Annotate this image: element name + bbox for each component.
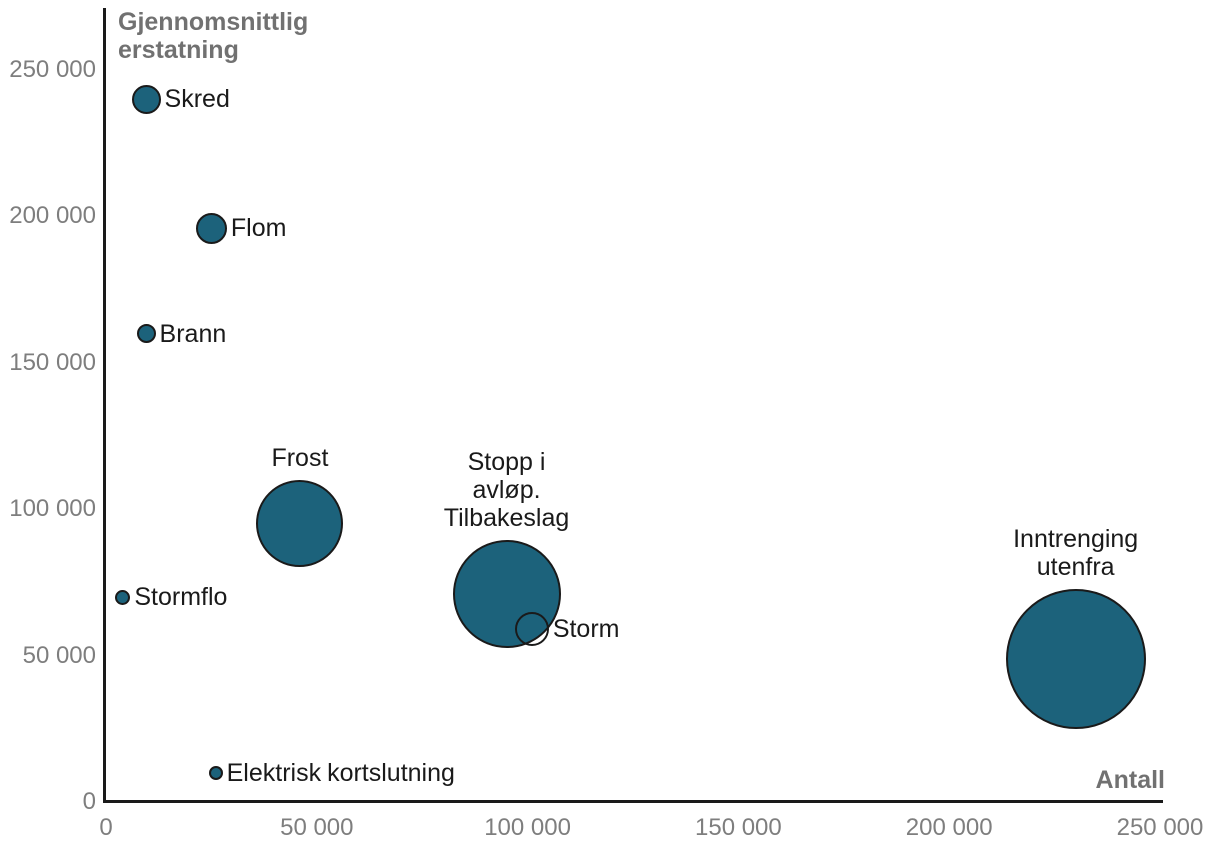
bubble-label-frost: Frost xyxy=(271,444,329,473)
x-axis-line xyxy=(103,800,1163,803)
bubble-label-stormflo: Stormflo xyxy=(134,583,228,612)
bubble-label-flom: Flom xyxy=(230,214,287,243)
x-tick-label: 150 000 xyxy=(695,814,782,841)
y-tick-label: 0 xyxy=(82,788,96,815)
bubble-label-elektrisk-kortslutning: Elektrisk kortslutning xyxy=(226,758,461,787)
bubble-label-stopp-i-avl-p-tilbakeslag: Stopp i avløp. Tilbakeslag xyxy=(443,448,570,533)
y-tick-label: 50 000 xyxy=(22,641,96,669)
bubble-stormflo[interactable] xyxy=(115,589,131,605)
x-tick-label: 100 000 xyxy=(484,814,571,841)
bubble-label-skred: Skred xyxy=(164,85,230,114)
bubble-brann[interactable] xyxy=(136,324,156,344)
x-axis-title: Antall xyxy=(1095,766,1165,794)
x-tick-label: 50 000 xyxy=(280,814,354,841)
bubble-inntrenging-utenfra[interactable] xyxy=(1005,588,1146,729)
x-tick-label: 200 000 xyxy=(905,814,993,841)
bubble-elektrisk-kortslutning[interactable] xyxy=(208,765,223,780)
y-tick-label: 200 000 xyxy=(9,202,96,230)
bubble-label-storm: Storm xyxy=(552,615,620,644)
bubble-label-brann: Brann xyxy=(159,319,227,348)
y-tick-label: 100 000 xyxy=(9,495,96,523)
x-tick-label: 0 xyxy=(99,814,113,841)
y-axis-title: Gjennomsnittlig erstatning xyxy=(118,8,309,64)
bubble-skred[interactable] xyxy=(131,84,161,114)
x-tick-label: 250 000 xyxy=(1116,814,1204,841)
bubble-frost[interactable] xyxy=(256,480,344,568)
y-tick-label: 250 000 xyxy=(9,56,96,83)
bubble-flom[interactable] xyxy=(195,212,227,244)
bubble-storm[interactable] xyxy=(514,612,549,647)
bubble-label-inntrenging-utenfra: Inntrenging utenfra xyxy=(1013,524,1139,581)
y-tick-label: 150 000 xyxy=(9,348,96,376)
y-axis-line xyxy=(103,8,106,803)
